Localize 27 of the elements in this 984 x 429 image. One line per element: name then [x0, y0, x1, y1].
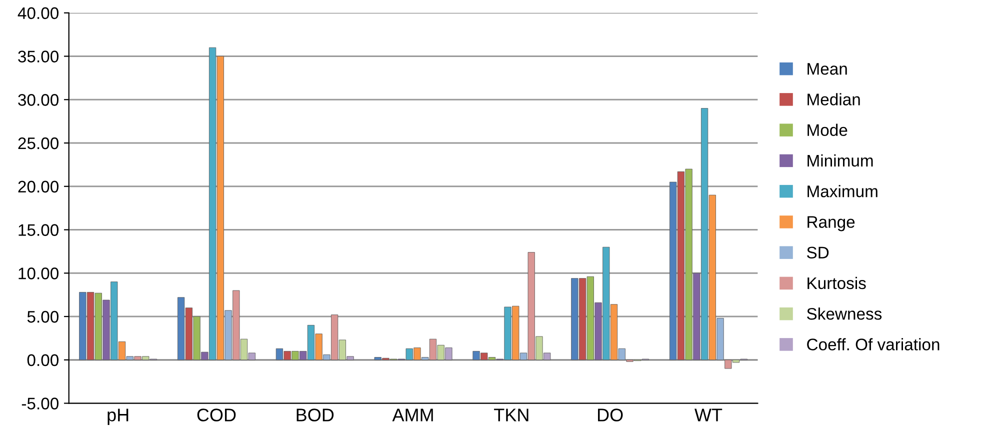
- x-tick-label: BOD: [296, 408, 334, 422]
- y-tick-label: 20.00: [18, 180, 59, 193]
- legend-label: Coeff. Of variation: [807, 338, 940, 350]
- x-tick-label: AMM: [392, 408, 433, 422]
- legend-label: Mean: [808, 63, 847, 75]
- y-tick-label: 5.00: [27, 310, 59, 323]
- legend-label: Kurtosis: [808, 276, 866, 290]
- y-tick-label: 25.00: [18, 137, 59, 150]
- legend-label: SD: [806, 246, 829, 259]
- legend-label: Maximum: [808, 185, 878, 198]
- x-tick-label: DO: [598, 408, 623, 422]
- legend-label: Mode: [808, 124, 848, 136]
- y-tick-label: -5.00: [22, 398, 59, 410]
- legend-label: Median: [808, 93, 860, 106]
- y-tick-label: 40.00: [18, 7, 59, 20]
- y-tick-label: 15.00: [18, 224, 59, 236]
- y-tick-label: 0.00: [27, 354, 59, 366]
- x-tick-label: COD: [197, 408, 236, 422]
- legend-label: Range: [808, 216, 855, 232]
- x-tick-label: TKN: [494, 408, 528, 422]
- x-tick-label: WT: [694, 408, 722, 422]
- legend-label: Minimum: [808, 154, 873, 167]
- x-tick-label: pH: [108, 408, 128, 425]
- y-tick-label: 10.00: [18, 268, 59, 280]
- y-tick-label: 35.00: [18, 50, 59, 62]
- y-tick-label: 30.00: [18, 94, 59, 106]
- legend-label: Skewness: [806, 308, 882, 320]
